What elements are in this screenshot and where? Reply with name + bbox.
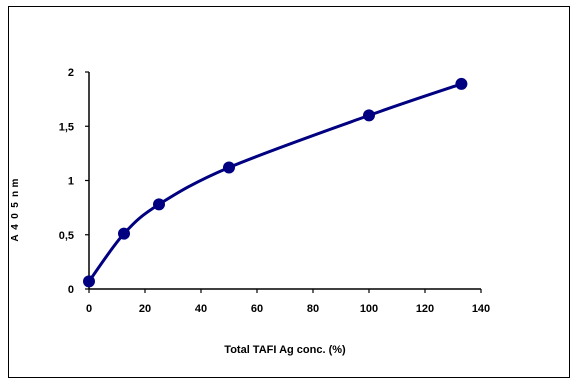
x-axis-label: Total TAFI Ag conc. (%) bbox=[224, 344, 346, 356]
chart-frame bbox=[8, 6, 570, 378]
x-tick-label: 0 bbox=[86, 303, 92, 315]
data-point bbox=[223, 161, 235, 174]
data-point bbox=[118, 227, 130, 240]
x-ticks: 0 20 40 60 80 100 120 140 bbox=[86, 289, 490, 315]
y-axis-label-char: 5 bbox=[10, 202, 21, 208]
x-tick-label: 120 bbox=[416, 303, 434, 315]
y-tick-label: 2 bbox=[68, 67, 74, 79]
y-tick-label: 0,5 bbox=[59, 230, 74, 242]
y-axis-label-char: 0 bbox=[10, 213, 21, 219]
y-axis-label-char: n bbox=[10, 191, 21, 197]
y-tick-label: 1,5 bbox=[59, 121, 74, 133]
x-tick-label: 140 bbox=[472, 303, 490, 315]
x-tick-label: 100 bbox=[360, 303, 378, 315]
y-axis-label-char: A bbox=[10, 234, 21, 241]
y-tick-label: 1 bbox=[68, 176, 74, 188]
x-tick-label: 80 bbox=[307, 303, 319, 315]
data-point bbox=[83, 275, 95, 288]
data-point bbox=[455, 77, 468, 90]
series-line bbox=[87, 82, 463, 283]
data-points bbox=[83, 77, 468, 288]
data-point bbox=[363, 109, 375, 122]
y-ticks: 0 0,5 1 1,5 2 bbox=[59, 67, 89, 296]
y-axis-label-char: m bbox=[10, 178, 21, 187]
x-tick-label: 60 bbox=[251, 303, 263, 315]
y-axis-label-char: 4 bbox=[10, 224, 21, 230]
x-tick-label: 20 bbox=[139, 303, 151, 315]
x-tick-label: 40 bbox=[195, 303, 207, 315]
data-point bbox=[153, 198, 165, 211]
y-tick-label: 0 bbox=[68, 284, 74, 296]
